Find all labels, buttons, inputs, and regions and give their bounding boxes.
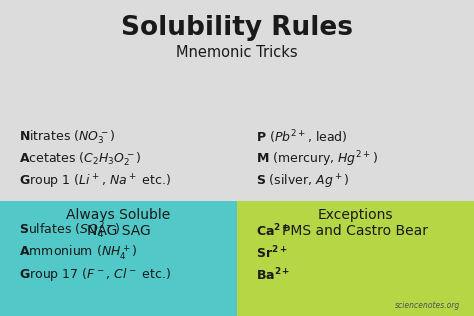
Text: PMS and Castro Bear: PMS and Castro Bear [283,224,428,238]
Text: $\bf{P}$ ($Pb^{2+}$, lead): $\bf{P}$ ($Pb^{2+}$, lead) [256,129,347,146]
Text: $\bf{Ba}^{2+}$: $\bf{Ba}^{2+}$ [256,267,290,283]
Text: Solubility Rules: Solubility Rules [121,15,353,41]
Text: $\bf{A}$mmonium ($NH_4^+$): $\bf{A}$mmonium ($NH_4^+$) [19,243,137,262]
Text: $\bf{G}$roup 17 ($F^-$, $Cl^-$ etc.): $\bf{G}$roup 17 ($F^-$, $Cl^-$ etc.) [19,266,171,283]
Text: $\bf{A}$cetates ($C_2H_3O_2^-$): $\bf{A}$cetates ($C_2H_3O_2^-$) [19,151,141,168]
Text: Mnemonic Tricks: Mnemonic Tricks [176,45,298,60]
Bar [237,201,474,316]
Text: $\bf{G}$roup 1 ($Li^+$, $Na^+$ etc.): $\bf{G}$roup 1 ($Li^+$, $Na^+$ etc.) [19,173,171,191]
Text: $\bf{Ca}^{2+}$: $\bf{Ca}^{2+}$ [256,222,290,239]
Bar [0,0,474,201]
Text: Exceptions: Exceptions [318,208,393,222]
Text: $\bf{S}$ulfates ($SO_4^{2-}$): $\bf{S}$ulfates ($SO_4^{2-}$) [19,221,120,241]
Text: $\bf{N}$itrates ($NO_3^-$): $\bf{N}$itrates ($NO_3^-$) [19,129,116,146]
Text: $\bf{S}$ (silver, $Ag^+$): $\bf{S}$ (silver, $Ag^+$) [256,173,349,191]
Text: $\bf{M}$ (mercury, $Hg^{2+}$): $\bf{M}$ (mercury, $Hg^{2+}$) [256,150,378,169]
Text: sciencenotes.org: sciencenotes.org [394,301,460,310]
Text: NAG SAG: NAG SAG [87,224,150,238]
Text: Always Soluble: Always Soluble [66,208,171,222]
Bar [0,201,237,316]
Text: $\bf{Sr}^{2+}$: $\bf{Sr}^{2+}$ [256,245,287,261]
